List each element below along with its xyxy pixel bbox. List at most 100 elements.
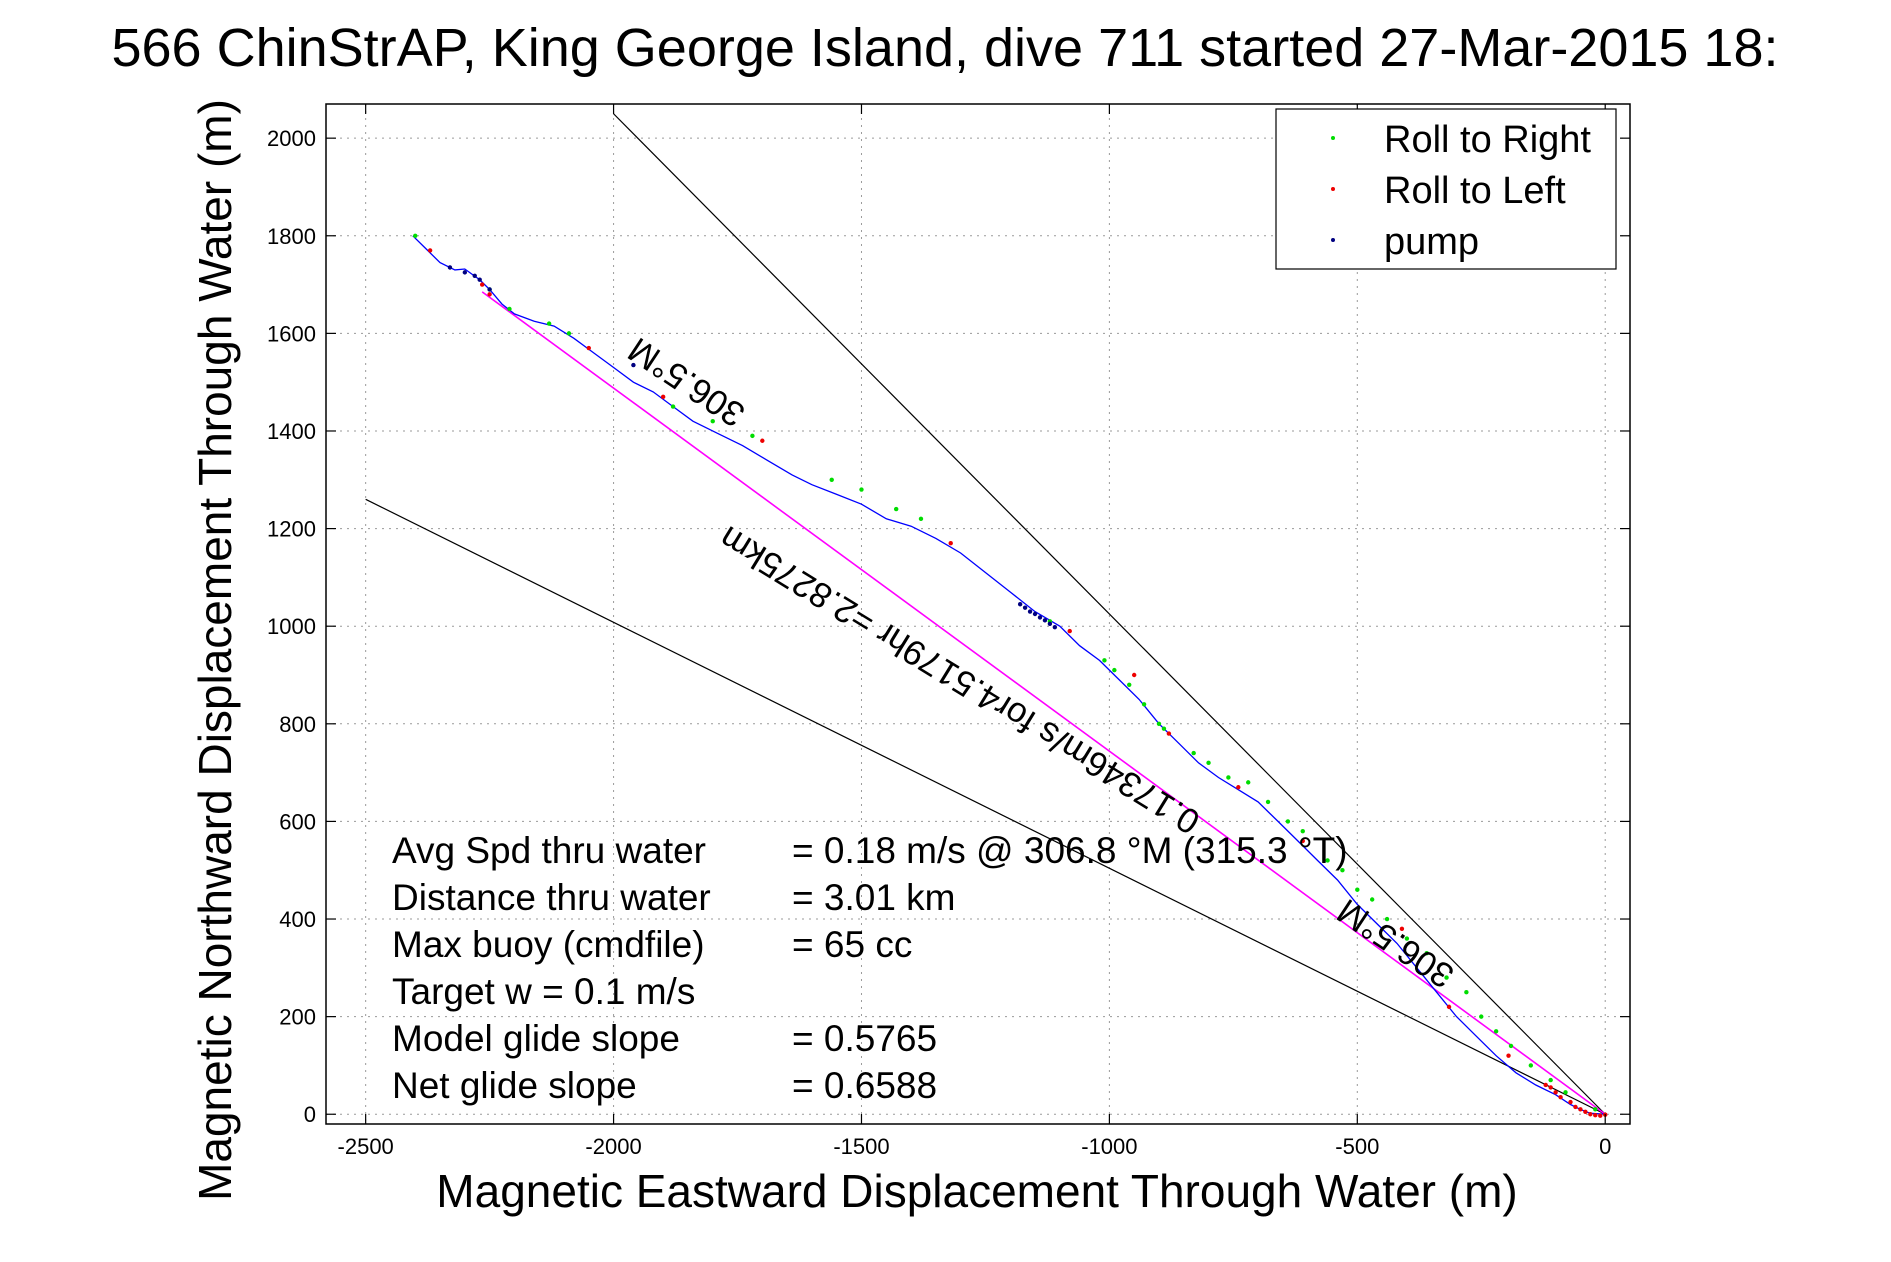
roll-right-point bbox=[1593, 1107, 1598, 1112]
roll-right-point bbox=[1508, 1043, 1514, 1049]
roll-left-point bbox=[586, 345, 591, 351]
y-tick-label: 800 bbox=[279, 712, 316, 737]
roll-left-point bbox=[1593, 1113, 1598, 1118]
roll-right-point bbox=[566, 331, 572, 336]
x-tick-label: 0 bbox=[1599, 1134, 1611, 1159]
roll-right-point bbox=[1444, 975, 1449, 980]
roll-right-point bbox=[1563, 1090, 1568, 1095]
track-group bbox=[412, 235, 1606, 1115]
roll-right-point bbox=[1112, 667, 1117, 673]
roll-left-point bbox=[948, 541, 953, 546]
roll-right-point bbox=[918, 516, 924, 522]
x-tick-label: -1000 bbox=[1081, 1134, 1137, 1159]
roll-right-point bbox=[859, 487, 864, 492]
stat-value-model-glide: = 0.5765 bbox=[792, 1018, 937, 1059]
roll-left-point bbox=[479, 282, 485, 287]
x-tick-label: -2500 bbox=[338, 1134, 394, 1159]
roll-left-point bbox=[1553, 1090, 1558, 1095]
y-tick-label: 1200 bbox=[267, 517, 316, 542]
legend-label-pump: pump bbox=[1384, 221, 1479, 263]
roll-right-point bbox=[829, 477, 834, 482]
roll-left-point bbox=[1506, 1053, 1511, 1058]
roll-left-point bbox=[1300, 838, 1305, 844]
roll-left-point bbox=[1446, 1004, 1452, 1010]
markers-group bbox=[413, 233, 1608, 1118]
roll-right-point bbox=[1479, 1014, 1484, 1019]
roll-right-point bbox=[750, 433, 755, 439]
roll-left-point bbox=[760, 438, 765, 443]
stat-label-avg-speed: Avg Spd thru water bbox=[392, 830, 706, 871]
roll-left-point bbox=[1583, 1109, 1588, 1114]
roll-left-point bbox=[1548, 1085, 1553, 1090]
roll-right-point bbox=[1528, 1063, 1534, 1068]
roll-left-point bbox=[1131, 672, 1137, 678]
roll-left-point bbox=[1558, 1094, 1563, 1100]
x-tick-label: -500 bbox=[1335, 1134, 1379, 1159]
roll-left-point bbox=[1578, 1107, 1583, 1112]
stat-value-net-glide: = 0.6588 bbox=[792, 1065, 937, 1106]
roll-left-point bbox=[1067, 628, 1072, 634]
axis-ticks: -2500 -2000 -1500 -1000 -500 0 0 200 400 600 800 10… bbox=[267, 104, 1630, 1159]
legend-marker-pump bbox=[1331, 238, 1335, 242]
roll-right-point bbox=[546, 321, 552, 326]
track-line bbox=[412, 235, 1606, 1115]
roll-right-point bbox=[1355, 887, 1360, 892]
roll-right-point bbox=[1102, 658, 1107, 663]
pump-point bbox=[1017, 602, 1023, 607]
pump-point bbox=[1027, 609, 1033, 614]
heading-annotation-lower: 306.5°M bbox=[1330, 891, 1461, 996]
chart-title: 566 ChinStrAP, King George Island, dive … bbox=[111, 18, 1778, 78]
legend-marker-roll-left bbox=[1331, 187, 1335, 191]
stat-value-max-buoy: = 65 cc bbox=[792, 924, 912, 965]
roll-left-point bbox=[1573, 1104, 1578, 1110]
pump-point bbox=[472, 273, 477, 278]
y-tick-label: 1800 bbox=[267, 224, 316, 249]
pump-point bbox=[487, 287, 492, 292]
pump-point bbox=[631, 362, 636, 368]
stat-label-max-buoy: Max buoy (cmdfile) bbox=[392, 924, 705, 965]
y-tick-label: 2000 bbox=[267, 126, 316, 151]
legend-label-roll-left: Roll to Left bbox=[1384, 170, 1566, 212]
legend: Roll to Right Roll to Left pump bbox=[1275, 108, 1617, 270]
roll-right-point bbox=[1424, 950, 1429, 956]
roll-right-point bbox=[1340, 868, 1345, 873]
roll-right-point bbox=[1246, 780, 1251, 785]
heading-annotation-upper: 306.5°M bbox=[621, 330, 752, 435]
legend-label-roll-right: Roll to Right bbox=[1384, 119, 1591, 161]
roll-right-point bbox=[1156, 721, 1162, 727]
x-axis-label: Magnetic Eastward Displacement Through W… bbox=[436, 1165, 1517, 1217]
cone-line bbox=[613, 113, 1606, 1115]
pump-point bbox=[1047, 621, 1053, 626]
y-tick-label: 1000 bbox=[267, 614, 316, 639]
roll-right-point bbox=[893, 506, 899, 512]
pump-point bbox=[1037, 615, 1043, 620]
stat-value-avg-speed: = 0.18 m/s @ 306.8 °M (315.3 °T) bbox=[792, 830, 1348, 871]
roll-left-point bbox=[1166, 731, 1172, 736]
roll-right-point bbox=[1464, 990, 1469, 995]
roll-right-point bbox=[1285, 819, 1291, 824]
roll-right-point bbox=[1548, 1077, 1553, 1083]
y-tick-label: 1400 bbox=[267, 419, 316, 444]
cone-lines bbox=[365, 113, 1606, 1115]
cone-line bbox=[365, 498, 1606, 1115]
stat-value-distance: = 3.01 km bbox=[792, 877, 956, 918]
roll-left-point bbox=[660, 394, 666, 400]
roll-right-point bbox=[507, 306, 512, 312]
roll-right-point bbox=[1300, 828, 1305, 834]
roll-right-point bbox=[1206, 760, 1211, 766]
roll-left-point bbox=[1598, 1113, 1603, 1118]
roll-left-point bbox=[1588, 1112, 1593, 1117]
roll-right-point bbox=[1384, 916, 1390, 922]
pump-point bbox=[1022, 605, 1028, 610]
y-tick-label: 1600 bbox=[267, 321, 316, 346]
x-tick-label: -2000 bbox=[585, 1134, 641, 1159]
roll-left-point bbox=[1568, 1099, 1573, 1105]
roll-right-point bbox=[670, 404, 676, 409]
roll-right-point bbox=[1141, 702, 1147, 707]
stats-block: Avg Spd thru water = 0.18 m/s @ 306.8 °M… bbox=[392, 830, 1348, 1106]
pump-point bbox=[462, 270, 468, 275]
roll-right-point bbox=[1493, 1029, 1499, 1034]
speed-distance-annotation: 0.17346m/s for4.5179hr =2.8275km bbox=[713, 518, 1207, 842]
roll-right-point bbox=[710, 419, 715, 424]
roll-right-point bbox=[1226, 775, 1231, 780]
